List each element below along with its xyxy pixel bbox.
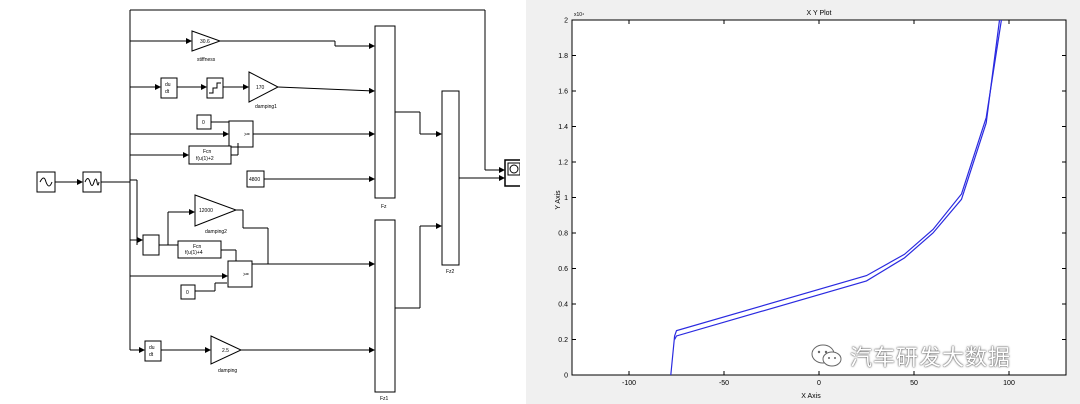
y-tick-label: 1.2 (558, 160, 568, 167)
simulink-diagram: 30.6 stiffness du dt 170 damping1 0 >= F… (36, 9, 520, 402)
mux-fz-block[interactable] (374, 25, 396, 199)
y-tick-label: 1.6 (558, 89, 568, 96)
watermark: 汽车研发大数据 (810, 340, 1011, 372)
gain-damping1-block[interactable] (248, 71, 280, 103)
wechat-icon (811, 344, 842, 367)
gain-stiffness-label: stiffness (197, 57, 216, 63)
y-tick-label: 0.8 (558, 231, 568, 238)
y-tick-label: 0.4 (558, 302, 568, 309)
gain-damping2-value: 12000 (199, 208, 213, 214)
gain-damping2-label: damping2 (205, 229, 227, 235)
fcn-top-line2: f(u(1)+2 (196, 156, 214, 162)
constant-4800-value: 4800 (249, 177, 260, 183)
derivative-bottom-den: dt (149, 352, 154, 358)
series-line-2 (674, 19, 1001, 340)
constant-block-bottom[interactable] (180, 284, 196, 300)
y-tick-label: 1 (564, 195, 568, 202)
constant-top-value: 0 (202, 120, 205, 126)
y-exponent-label: x10⁴ (574, 12, 584, 18)
gain-damping-block[interactable] (210, 335, 243, 365)
switch-top-label: >= (244, 132, 250, 138)
gain-stiffness-block[interactable] (191, 30, 222, 52)
mux-fz-label: Fz (381, 204, 387, 210)
watermark-text: 汽车研发大数据 (850, 346, 1012, 371)
y-tick-label: 0 (564, 373, 568, 380)
xy-plot-window: X Y Plot X Axis Y Axis x10⁴ -100 -50 0 50 10… (526, 0, 1080, 404)
y-axis-label: Y Axis (555, 190, 562, 210)
x-tick-label: 100 (1003, 380, 1015, 387)
plot-area (571, 19, 1067, 376)
gain-stiffness-value: 30.6 (200, 39, 210, 45)
derivative-bottom-num: du (149, 345, 155, 351)
xy-plot-chart: X Y Plot X Axis Y Axis x10⁴ -100 -50 0 50 10… (555, 10, 1067, 400)
y-tick-label: 0.2 (558, 337, 568, 344)
constant-bottom-value: 0 (186, 290, 189, 296)
y-tick-label: 2 (564, 18, 568, 25)
gain-damping2-block[interactable] (194, 194, 238, 227)
y-tick-label: 1.8 (558, 53, 568, 60)
plot-title: X Y Plot (806, 10, 831, 17)
x-tick-label: -100 (622, 380, 636, 387)
x-tick-label: 0 (817, 380, 821, 387)
gain-damping-value: 2.5 (222, 348, 229, 354)
fcn-top-line1: Fcn (203, 149, 212, 155)
gain-damping1-label: damping1 (255, 104, 277, 110)
derivative-block-bottom[interactable] (144, 340, 162, 362)
derivative-block-top[interactable] (160, 77, 178, 99)
derivative-top-num: du (165, 82, 171, 88)
derivative-top-den: dt (165, 89, 170, 95)
y-tick-label: 0.6 (558, 266, 568, 273)
sum-block[interactable] (142, 234, 160, 256)
chirp-source-block[interactable] (82, 171, 102, 193)
mux-fz2-block[interactable] (441, 90, 460, 266)
mux-fz2-label: Fz2 (446, 269, 455, 275)
mux-fz1-label: Fz1 (380, 396, 389, 402)
x-tick-label: -50 (719, 380, 729, 387)
gain-damping-label: damping (218, 368, 237, 374)
switch-bottom-label: >= (243, 272, 249, 278)
switch-block-bottom[interactable] (227, 260, 253, 288)
mux-fz1-block[interactable] (374, 219, 396, 393)
gain-damping1-value: 170 (256, 85, 265, 91)
fcn-bottom-line2: f(u(1)+4 (185, 250, 203, 256)
x-tick-label: 50 (910, 380, 918, 387)
series-line-1 (670, 19, 1002, 376)
fcn-bottom-line1: Fcn (193, 244, 202, 250)
y-tick-label: 1.4 (558, 124, 568, 131)
x-axis-label: X Axis (801, 393, 821, 400)
